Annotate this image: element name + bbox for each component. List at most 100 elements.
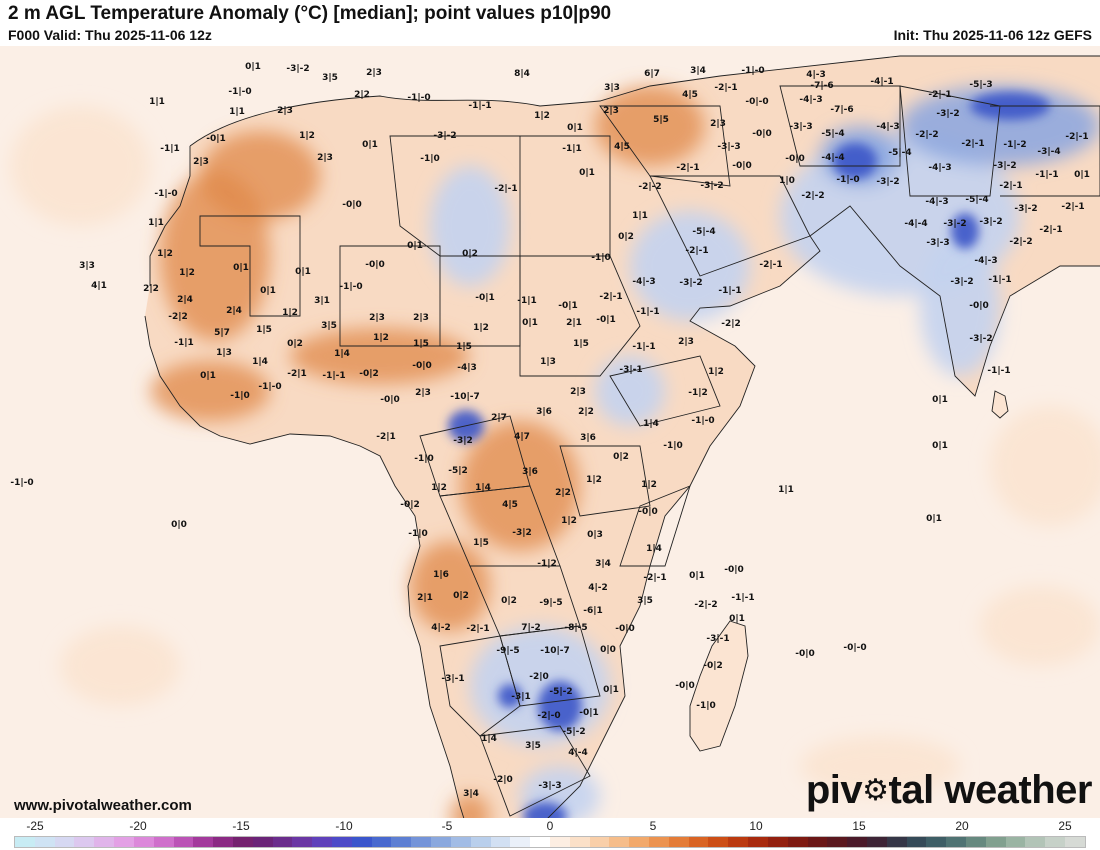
- point-value-label: -2|2: [721, 319, 741, 329]
- colorbar-segment: [450, 837, 471, 847]
- colorbar-segment: [391, 837, 412, 847]
- map-header: 2 m AGL Temperature Anomaly (°C) [median…: [0, 0, 1100, 46]
- point-value-label: 1|1: [778, 485, 794, 495]
- point-value-label: 0|1: [233, 263, 249, 273]
- point-value-label: 8|4: [514, 69, 530, 79]
- colorbar-segment: [589, 837, 610, 847]
- point-value-label: -0|0: [795, 649, 815, 659]
- point-value-label: -4|-1: [870, 77, 894, 87]
- point-value-label: -2|-2: [694, 600, 718, 610]
- point-value-label: 2|2: [143, 284, 159, 294]
- point-value-label: 1|2: [282, 308, 298, 318]
- point-value-label: 2|3: [366, 68, 382, 78]
- colorbar-segment: [1065, 837, 1085, 847]
- colorbar-segment: [34, 837, 55, 847]
- point-value-label: -1|2: [688, 388, 708, 398]
- point-value-label: -0|1: [558, 301, 578, 311]
- point-value-label: 1|2: [473, 323, 489, 333]
- point-value-label: 2|3: [415, 388, 431, 398]
- colorbar-segment: [411, 837, 432, 847]
- point-value-label: -3|-1: [441, 674, 465, 684]
- point-value-label: -3|-1: [706, 634, 730, 644]
- point-value-label: -3|-2: [993, 161, 1017, 171]
- point-value-label: 1|5: [573, 339, 589, 349]
- point-value-label: -1|-1: [718, 286, 742, 296]
- point-value-label: -0|0: [675, 681, 695, 691]
- point-value-label: 0|1: [579, 168, 595, 178]
- website-url[interactable]: www.pivotalweather.com: [14, 797, 192, 814]
- point-value-label: -1|-1: [731, 593, 755, 603]
- point-value-label: 1|4: [334, 349, 350, 359]
- point-value-label: -2|-1: [643, 573, 667, 583]
- point-value-label: 0|1: [567, 123, 583, 133]
- point-value-label: -3|1: [511, 692, 531, 702]
- point-value-label: -3|-4: [1037, 147, 1061, 157]
- land-fill: [145, 56, 1100, 818]
- point-value-label: -2|-1: [1061, 202, 1085, 212]
- logo-text-start: piv: [805, 768, 863, 812]
- point-value-label: -3|-2: [936, 109, 960, 119]
- colorbar-segment: [1005, 837, 1026, 847]
- point-value-label: -0|1: [206, 134, 226, 144]
- colorbar-segment: [1045, 837, 1066, 847]
- colorbar-segment: [510, 837, 531, 847]
- point-value-label: -3|-2: [969, 334, 993, 344]
- colorbar-segment: [708, 837, 729, 847]
- point-value-label: -3|-3: [538, 781, 562, 791]
- point-value-label: -0|2: [400, 500, 420, 510]
- point-value-label: 0|1: [407, 241, 423, 251]
- point-value-label: 1|4: [252, 357, 268, 367]
- anomaly-map[interactable]: 0|1 -3|-2 3|5 2|3 -1|-0 2|2 -1|-0 1|1 1|1 2|3 -1|-…: [0, 46, 1100, 818]
- point-value-label: 0|1: [932, 441, 948, 451]
- point-value-label: -3|-2: [286, 64, 310, 74]
- point-value-label: -1|2: [537, 559, 557, 569]
- point-value-label: 1|4: [481, 734, 497, 744]
- point-value-label: 0|1: [689, 571, 705, 581]
- colorbar-segment: [748, 837, 768, 847]
- colorbar-segment: [926, 837, 947, 847]
- point-value-label: -1|1: [517, 296, 537, 306]
- point-value-label: -4|-3: [974, 256, 998, 266]
- point-value-label: 2|3: [710, 119, 726, 129]
- point-value-label: -6|1: [583, 606, 603, 616]
- madagascar: [689, 620, 749, 752]
- point-value-label: -1|-0: [154, 189, 178, 199]
- point-value-label: 0|1: [926, 514, 942, 524]
- colorbar-segment: [153, 837, 174, 847]
- colorbar-segment: [609, 837, 630, 847]
- point-value-label: 0|1: [603, 685, 619, 695]
- point-value-label: 2|3: [277, 106, 293, 116]
- point-value-label: -0|0: [380, 395, 400, 405]
- point-value-label: 0|1: [932, 395, 948, 405]
- point-value-label: -4|-3: [925, 197, 949, 207]
- colorbar-legend: -25 -20 -15 -10 -5 0 5 10 15 20 25: [0, 818, 1100, 850]
- point-value-label: 3|6: [536, 407, 552, 417]
- point-value-label: -0|0: [969, 301, 989, 311]
- point-value-label: -0|0: [724, 565, 744, 575]
- colorbar-tick-label: -25: [26, 819, 44, 833]
- point-value-label: 3|6: [580, 433, 596, 443]
- point-value-label: 4|5: [614, 142, 630, 152]
- point-value-label: -1|-0: [741, 66, 765, 76]
- point-value-label: -0|0: [615, 624, 635, 634]
- point-value-label: -2|-2: [915, 130, 939, 140]
- colorbar-segment: [985, 837, 1006, 847]
- sri-lanka: [991, 390, 1009, 419]
- point-value-label: -1|0: [663, 441, 683, 451]
- point-value-label: 1|5: [413, 339, 429, 349]
- colorbar-segment: [332, 837, 352, 847]
- point-value-label: -0|1: [475, 293, 495, 303]
- init-time: Init: Thu 2025-11-06 12z GEFS: [893, 27, 1092, 43]
- point-value-label: -0|0: [365, 260, 385, 270]
- point-value-label: -1|0: [230, 391, 250, 401]
- point-value-label: 1|2: [641, 480, 657, 490]
- point-value-label: 2|2: [555, 488, 571, 498]
- point-value-label: -2|-2: [1009, 237, 1033, 247]
- point-value-label: -0|1: [579, 708, 599, 718]
- point-value-label: 0|3: [587, 530, 603, 540]
- colorbar-tick-label: -5: [441, 819, 453, 833]
- colorbar-segment: [371, 837, 392, 847]
- point-value-label: -10|-7: [450, 392, 480, 402]
- point-value-label: -1|-1: [632, 342, 656, 352]
- point-value-label: 0|2: [287, 339, 303, 349]
